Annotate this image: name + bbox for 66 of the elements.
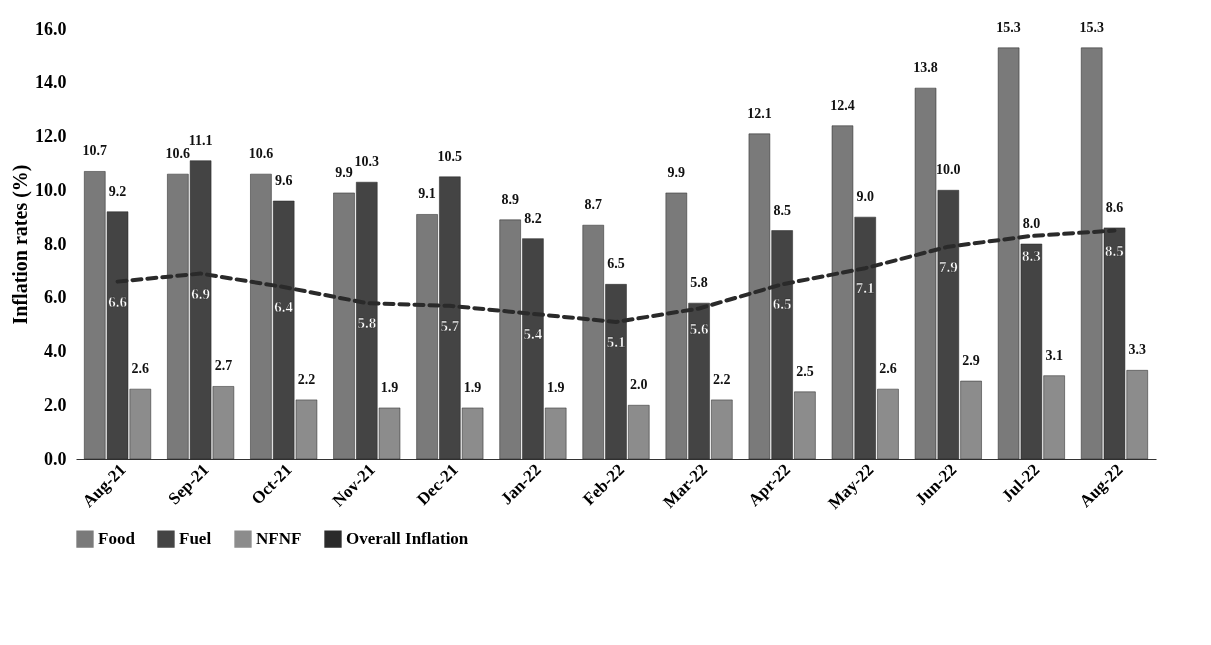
data-label: 9.9 [667, 164, 686, 180]
data-label: 7.1 [855, 280, 875, 297]
legend-label: Fuel [179, 529, 212, 549]
y-tick-label: 12.0 [35, 126, 67, 146]
data-label: 8.5 [1105, 242, 1124, 259]
data-label: 9.1 [418, 186, 436, 202]
data-label: 6.6 [108, 293, 128, 310]
y-tick-label: 10.0 [35, 179, 67, 200]
data-label: 9.0 [856, 189, 874, 205]
data-label: 5.4 [523, 325, 543, 342]
data-label: 8.2 [524, 210, 542, 226]
data-label: 10.5 [437, 148, 463, 164]
data-label: 2.9 [962, 353, 980, 369]
data-label: 2.2 [297, 371, 316, 387]
y-tick-label: 14.0 [35, 72, 67, 93]
data-label: 8.3 [1022, 247, 1041, 264]
data-label: 6.4 [274, 299, 294, 315]
data-label: 8.9 [501, 191, 519, 207]
data-label: 3.1 [1045, 347, 1063, 363]
data-label: 12.1 [747, 105, 772, 121]
data-label: 1.9 [546, 379, 565, 395]
data-label: 13.8 [913, 60, 938, 76]
data-label: 6.5 [772, 296, 792, 313]
data-label: 2.2 [713, 371, 731, 387]
data-label: 10.3 [354, 154, 380, 170]
data-label: 2.0 [630, 377, 648, 393]
data-label: 5.8 [690, 275, 708, 291]
data-label: 6.5 [607, 256, 625, 272]
data-label: 5.6 [689, 320, 709, 337]
data-label: 1.9 [380, 379, 399, 395]
y-tick-label: 6.0 [44, 287, 67, 308]
data-label: 1.9 [463, 379, 482, 395]
data-label: 8.7 [584, 197, 602, 213]
y-axis-title: Inflation rates (%) [9, 164, 32, 325]
data-label: 15.3 [996, 19, 1021, 35]
data-label: 10.6 [248, 146, 274, 162]
data-label: 7.9 [938, 258, 958, 275]
data-label: 6.9 [191, 285, 210, 302]
data-label: 10.7 [82, 143, 108, 159]
data-label: 10.0 [936, 162, 961, 178]
data-label: 2.5 [796, 363, 814, 379]
data-label: 9.2 [108, 183, 127, 199]
legend-label: Food [98, 529, 136, 549]
legend-label: Overall Inflation [346, 529, 469, 549]
data-label: 2.7 [214, 358, 233, 374]
data-label: 2.6 [879, 361, 897, 377]
data-label: 5.7 [440, 317, 460, 334]
data-label: 2.6 [131, 361, 150, 377]
legend-label: NFNF [256, 529, 302, 549]
data-label: 9.6 [274, 173, 293, 188]
data-label: 12.4 [830, 97, 855, 113]
data-label: 8.6 [1105, 199, 1124, 215]
data-label: 5.1 [606, 333, 626, 350]
data-label: 11.1 [188, 132, 213, 148]
data-label: 9.9 [335, 164, 353, 180]
data-label: 15.3 [1079, 19, 1104, 35]
data-label: 5.8 [357, 315, 377, 332]
data-label: 8.0 [1022, 216, 1041, 231]
y-tick-label: 16.0 [35, 18, 67, 39]
data-label: 8.5 [773, 202, 791, 218]
y-tick-label: 8.0 [44, 233, 67, 254]
data-label: 10.6 [165, 146, 191, 162]
y-tick-label: 2.0 [44, 394, 67, 415]
data-label: 3.3 [1128, 342, 1146, 358]
y-tick-label: 0.0 [44, 448, 67, 469]
y-tick-label: 4.0 [44, 341, 67, 361]
